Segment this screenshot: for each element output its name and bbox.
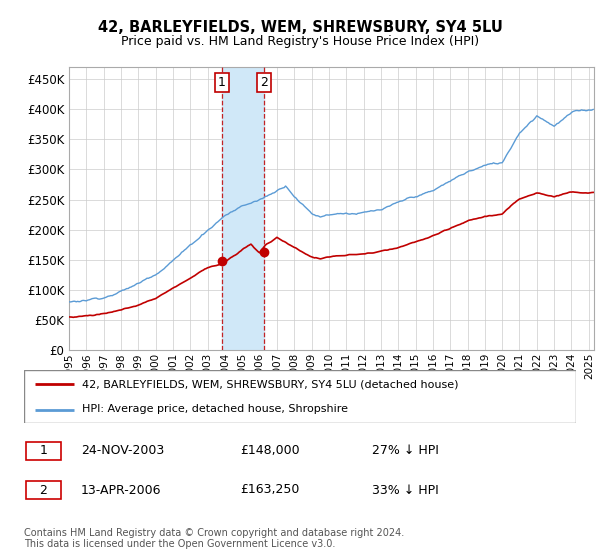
Text: 1: 1 <box>40 444 47 458</box>
Text: 24-NOV-2003: 24-NOV-2003 <box>81 444 164 458</box>
Text: 1: 1 <box>218 76 226 88</box>
Text: Contains HM Land Registry data © Crown copyright and database right 2024.
This d: Contains HM Land Registry data © Crown c… <box>24 528 404 549</box>
Text: 42, BARLEYFIELDS, WEM, SHREWSBURY, SY4 5LU (detached house): 42, BARLEYFIELDS, WEM, SHREWSBURY, SY4 5… <box>82 380 458 390</box>
Text: 42, BARLEYFIELDS, WEM, SHREWSBURY, SY4 5LU: 42, BARLEYFIELDS, WEM, SHREWSBURY, SY4 5… <box>98 20 502 35</box>
Text: £148,000: £148,000 <box>240 444 299 458</box>
Bar <box>222 67 264 350</box>
Text: 2: 2 <box>260 76 268 88</box>
Text: Price paid vs. HM Land Registry's House Price Index (HPI): Price paid vs. HM Land Registry's House … <box>121 35 479 48</box>
Text: HPI: Average price, detached house, Shropshire: HPI: Average price, detached house, Shro… <box>82 404 348 414</box>
Text: £163,250: £163,250 <box>240 483 299 497</box>
Text: 33% ↓ HPI: 33% ↓ HPI <box>372 483 439 497</box>
Text: 27% ↓ HPI: 27% ↓ HPI <box>372 444 439 458</box>
Text: 13-APR-2006: 13-APR-2006 <box>81 483 161 497</box>
Text: 2: 2 <box>40 483 47 497</box>
